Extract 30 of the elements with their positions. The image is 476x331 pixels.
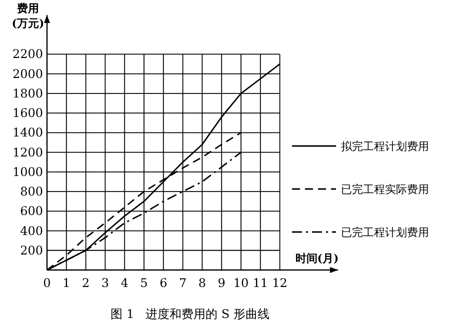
x-tick-label: 8 (198, 276, 206, 290)
x-tick-label: 9 (218, 276, 226, 290)
y-tick-label: 600 (20, 204, 43, 218)
caption: 图 1 进度和费用的 S 形曲线 (110, 307, 270, 321)
x-tick-label: 6 (160, 276, 168, 290)
x-tick-label: 1 (62, 276, 70, 290)
y-tick-label: 1600 (12, 106, 43, 120)
x-tick-label: 0 (43, 276, 51, 290)
y-tick-label: 1200 (12, 145, 43, 160)
x-tick-label: 10 (233, 276, 249, 290)
x-tick-label: 7 (178, 276, 187, 290)
legend-label: 已完工程实际费用 (341, 183, 429, 196)
x-tick-label: 4 (120, 276, 129, 290)
y-tick-label: 1800 (12, 86, 43, 100)
legend-label: 拟完工程计划费用 (341, 140, 429, 153)
x-tick-label: 2 (82, 276, 90, 290)
x-tick-label: 5 (140, 276, 148, 290)
x-tick-label: 3 (101, 276, 110, 290)
y-tick-label: 1400 (12, 126, 43, 140)
y-tick-label: 800 (20, 184, 43, 199)
y-tick-label: 2200 (12, 47, 43, 62)
y-tick-label: 2000 (12, 66, 43, 81)
y-axis-title: 费用 (万元) (12, 2, 44, 30)
legend-label: 已完工程计划费用 (341, 226, 429, 239)
x-tick-label: 11 (252, 276, 268, 290)
y-tick-label: 400 (20, 224, 43, 238)
x-axis-title: 时间(月) (295, 252, 339, 265)
x-tick-label: 12 (272, 276, 288, 290)
y-tick-label: 200 (20, 243, 43, 258)
y-tick-label: 1000 (12, 164, 43, 179)
